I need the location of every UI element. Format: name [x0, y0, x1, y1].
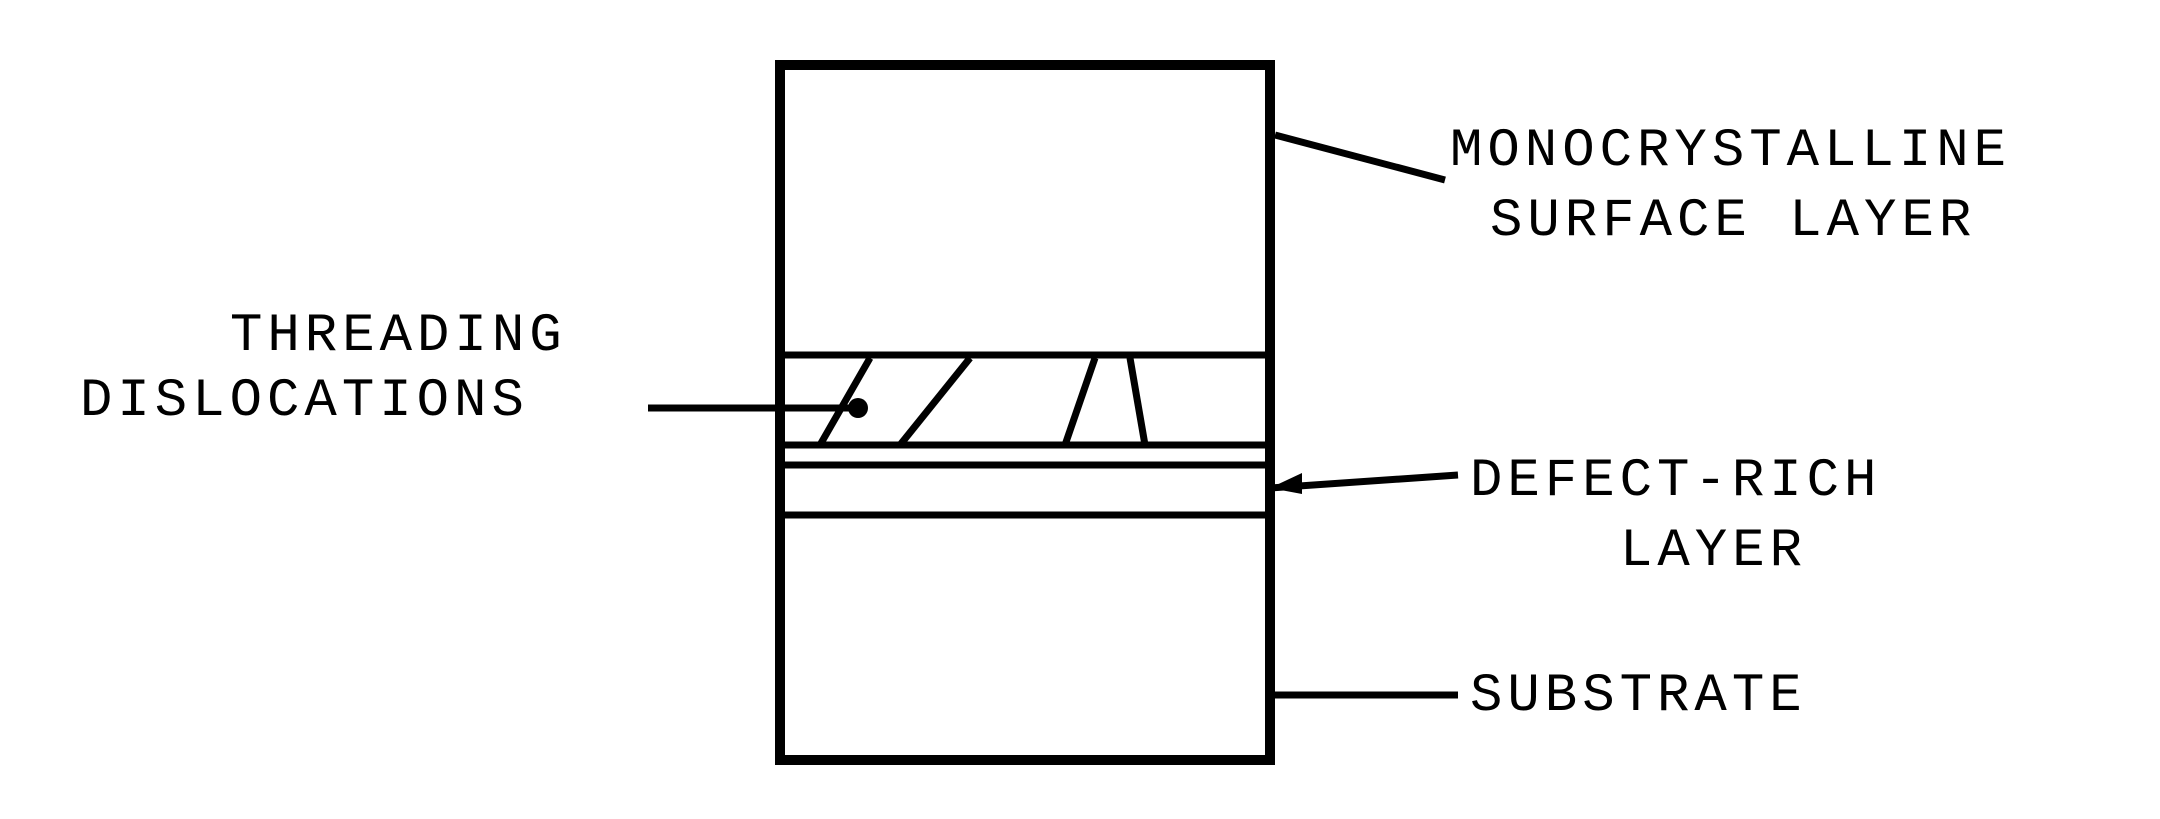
label-threading-line2: DISLOCATIONS [80, 371, 529, 432]
label-threading-line1: THREADING [230, 306, 567, 367]
label-defect-line2: LAYER [1620, 521, 1807, 582]
label-mono-line1: MONOCRYSTALLINE [1450, 121, 2011, 182]
leader-lines [648, 135, 1458, 695]
labels-group: THREADING DISLOCATIONS MONOCRYSTALLINE S… [80, 121, 2011, 727]
layer-stack-diagram: THREADING DISLOCATIONS MONOCRYSTALLINE S… [0, 0, 2160, 819]
label-substrate-line1: SUBSTRATE [1470, 666, 1807, 727]
label-mono-line2: SURFACE LAYER [1490, 191, 1976, 252]
label-defect-line1: DEFECT-RICH [1470, 451, 1881, 512]
threading-dislocation-marks [820, 358, 1145, 445]
